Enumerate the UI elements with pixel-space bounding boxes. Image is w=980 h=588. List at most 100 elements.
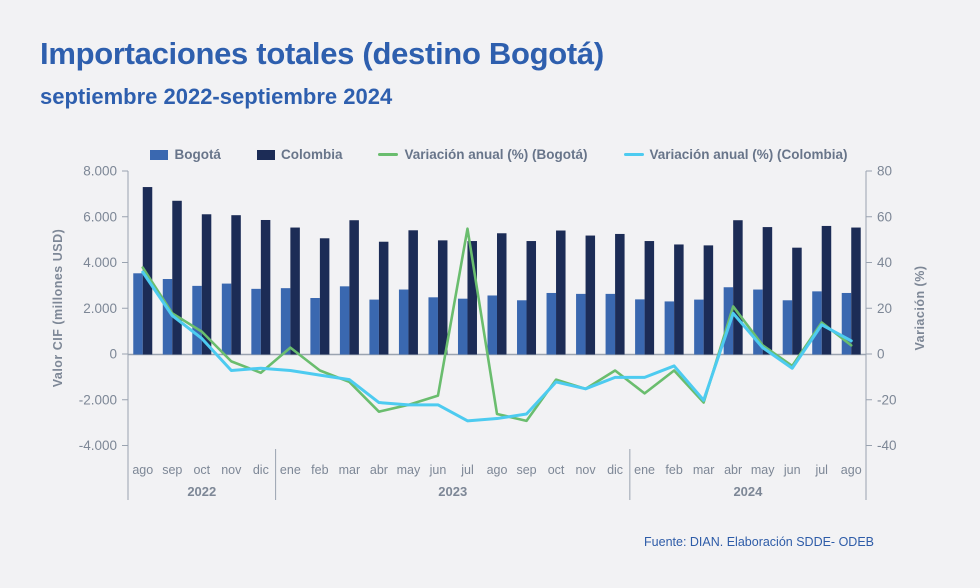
bar-bogota	[841, 292, 852, 355]
month-label: nov	[221, 463, 242, 477]
bar-colombia	[319, 238, 330, 355]
month-label: feb	[311, 463, 328, 477]
chart-legend: Bogotá Colombia Variación anual (%) (Bog…	[128, 147, 870, 162]
bar-colombia	[733, 220, 743, 355]
left-tick-label: -2.000	[79, 392, 117, 407]
bar-bogota	[487, 295, 497, 355]
month-label: mar	[339, 463, 361, 477]
month-label: ene	[280, 463, 301, 477]
bar-bogota	[576, 293, 586, 355]
bar-bogota	[133, 273, 143, 355]
bar-colombia	[556, 230, 566, 355]
bar-colombia	[497, 233, 507, 355]
month-label: abr	[724, 463, 742, 477]
legend-label-variacion-colombia: Variación anual (%) (Colombia)	[649, 147, 848, 162]
bar-bogota	[457, 298, 468, 355]
bar-colombia	[378, 241, 389, 355]
bar-bogota	[753, 289, 763, 355]
month-label: jun	[429, 463, 447, 477]
bar-bogota	[280, 288, 291, 355]
bar-bogota	[812, 291, 822, 355]
bar-colombia	[290, 227, 300, 355]
right-tick-label: 40	[877, 255, 892, 270]
colombia-swatch-icon	[256, 149, 275, 160]
bar-bogota	[517, 300, 527, 355]
legend-label-bogota: Bogotá	[174, 147, 221, 162]
bar-bogota	[398, 289, 409, 355]
left-tick-label: 8.000	[83, 164, 117, 179]
bar-colombia	[526, 241, 537, 355]
bar-bogota	[605, 293, 616, 355]
bar-colombia	[260, 219, 271, 355]
bar-bogota	[339, 286, 350, 355]
right-tick-label: 60	[877, 209, 892, 224]
month-label: dic	[607, 463, 623, 477]
left-tick-label: 2.000	[83, 301, 117, 316]
month-label: ago	[132, 463, 153, 477]
month-label: oct	[548, 463, 565, 477]
bar-bogota	[635, 299, 645, 355]
month-label: nov	[575, 463, 596, 477]
cyan-line-swatch-icon	[623, 152, 644, 157]
year-label: 2023	[438, 484, 467, 499]
month-label: jun	[783, 463, 801, 477]
bar-bogota	[221, 283, 232, 355]
month-label: jul	[814, 463, 828, 477]
month-label: oct	[193, 463, 210, 477]
bar-bogota	[369, 299, 379, 355]
right-tick-label: 0	[877, 347, 885, 362]
green-line-swatch-icon	[378, 152, 399, 157]
month-label: ago	[487, 463, 508, 477]
left-axis-title: Valor CIF (millones USD)	[51, 229, 65, 388]
bar-bogota	[782, 300, 793, 355]
legend-item-bogota: Bogotá	[150, 147, 221, 162]
legend-item-variacion-colombia: Variación anual (%) (Colombia)	[623, 147, 848, 162]
month-label: ago	[841, 463, 862, 477]
bar-bogota	[310, 297, 320, 355]
year-label: 2024	[733, 484, 763, 499]
bar-bogota	[428, 297, 438, 355]
month-label: mar	[693, 463, 715, 477]
month-label: sep	[162, 463, 182, 477]
right-axis-title: Variación (%)	[913, 266, 927, 351]
bar-bogota	[162, 279, 173, 355]
bar-colombia	[467, 241, 477, 355]
left-tick-label: -4.000	[79, 438, 117, 453]
month-label: feb	[665, 463, 682, 477]
left-tick-label: 0	[109, 347, 117, 362]
bar-colombia	[821, 225, 832, 355]
bar-colombia	[674, 244, 684, 355]
bar-colombia	[231, 215, 241, 355]
bar-colombia	[851, 227, 861, 355]
month-label: abr	[370, 463, 388, 477]
page-subtitle: septiembre 2022-septiembre 2024	[40, 84, 393, 109]
bar-bogota	[664, 301, 675, 355]
bar-colombia	[615, 233, 625, 355]
bar-colombia	[408, 230, 418, 355]
month-label: dic	[253, 463, 269, 477]
bar-bogota	[192, 285, 202, 355]
bar-bogota	[694, 299, 704, 355]
month-label: may	[751, 463, 775, 477]
legend-label-variacion-bogota: Variación anual (%) (Bogotá)	[404, 147, 588, 162]
month-label: may	[397, 463, 421, 477]
bar-colombia	[792, 247, 802, 355]
year-label: 2022	[187, 484, 216, 499]
month-label: sep	[516, 463, 536, 477]
bar-colombia	[201, 214, 212, 355]
bar-bogota	[546, 292, 557, 355]
month-label: ene	[634, 463, 655, 477]
bar-colombia	[142, 187, 153, 355]
legend-label-colombia: Colombia	[280, 147, 343, 162]
right-tick-label: -20	[877, 392, 897, 407]
bar-colombia	[437, 240, 448, 355]
bar-colombia	[762, 227, 773, 355]
variacion-bogota-line	[141, 227, 853, 423]
right-tick-label: -40	[877, 438, 897, 453]
bogota-swatch-icon	[150, 149, 169, 160]
page-title: Importaciones totales (destino Bogotá)	[40, 36, 604, 71]
bar-colombia	[585, 235, 596, 355]
left-tick-label: 4.000	[83, 255, 117, 270]
